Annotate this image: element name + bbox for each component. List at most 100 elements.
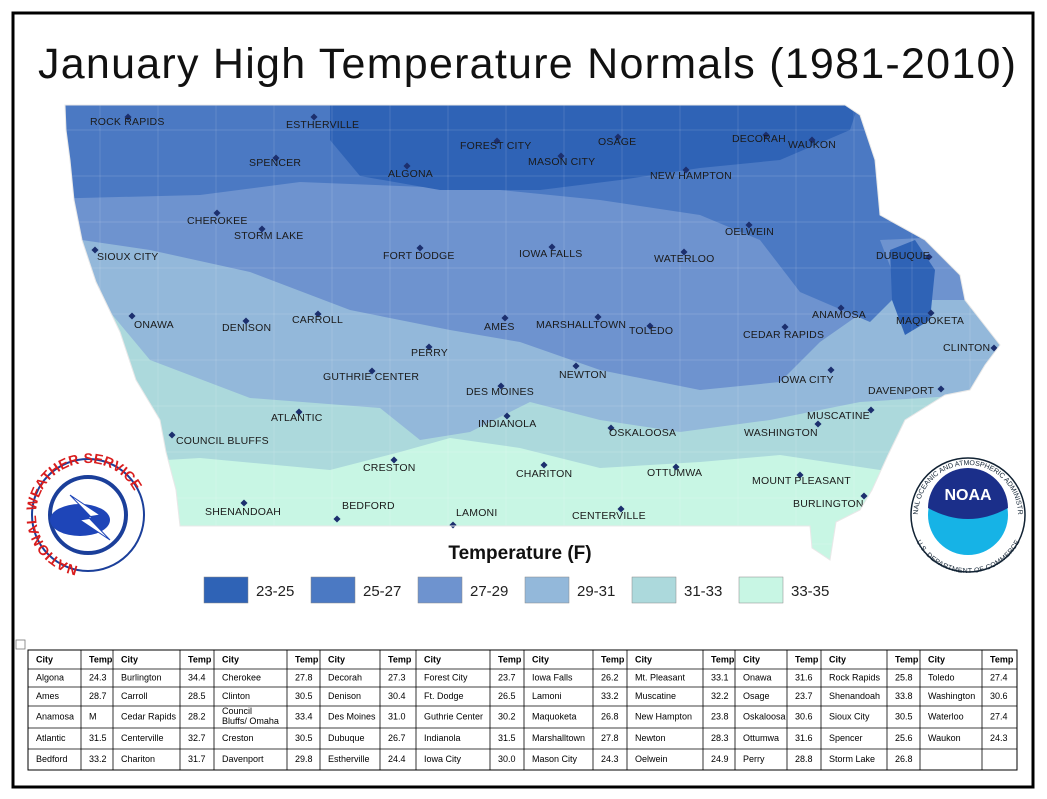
table-cell: Guthrie Center (424, 711, 483, 721)
table-cell: 24.4 (388, 754, 406, 764)
city-label: DAVENPORT (868, 385, 935, 397)
table-header: Temp (498, 654, 522, 664)
temp-zone (330, 105, 860, 190)
city-label: AMES (484, 321, 515, 333)
city-label: MUSCATINE (807, 410, 870, 422)
city-marker (242, 317, 250, 325)
table-header: City (928, 654, 945, 664)
city-marker (796, 471, 804, 479)
table-cell: Denison (328, 691, 361, 701)
city-marker (449, 521, 457, 529)
table-header: City (424, 654, 441, 664)
table-cell: 33.4 (295, 711, 313, 721)
city-label: WAUKON (788, 139, 836, 151)
city-marker (416, 244, 424, 252)
city-marker (808, 136, 816, 144)
city-marker (646, 322, 654, 330)
legend-swatch (631, 576, 677, 604)
table-cell: Mason City (532, 754, 578, 764)
table-cell: Osage (743, 691, 770, 701)
city-marker (680, 248, 688, 256)
table-cell-line: Bluffs/ Omaha (222, 716, 279, 726)
table-cell: Ottumwa (743, 733, 779, 743)
table-cell: 34.4 (188, 672, 206, 682)
city-marker (272, 154, 280, 162)
city-marker (503, 412, 511, 420)
city-marker (213, 209, 221, 217)
table-header: City (36, 654, 53, 664)
table-cell: 30.6 (795, 711, 813, 721)
legend-swatch (203, 576, 249, 604)
table-cell: 33.1 (711, 672, 729, 682)
table-header: Temp (601, 654, 625, 664)
city-label: CRESTON (363, 462, 416, 474)
table-cell: 24.9 (711, 754, 729, 764)
city-marker (827, 366, 835, 374)
table-cell: M (89, 711, 97, 721)
table-cell: 31.5 (89, 733, 107, 743)
table-cell: 31.6 (795, 733, 813, 743)
city-label: BEDFORD (342, 500, 395, 512)
table-cell: Storm Lake (829, 754, 875, 764)
table-cell: 29.8 (295, 754, 313, 764)
legend-label: 33-35 (791, 583, 829, 600)
table-cell: 33.2 (89, 754, 107, 764)
city-label: ONAWA (134, 319, 174, 331)
city-marker (557, 152, 565, 160)
table-cell: 24.3 (89, 672, 107, 682)
table-cell: 25.6 (895, 733, 913, 743)
table-cell: Iowa City (424, 754, 462, 764)
table-cell: Oelwein (635, 754, 668, 764)
city-label: SPENCER (249, 157, 301, 169)
legend-label: 31-33 (684, 583, 722, 600)
table-cell: 30.5 (295, 691, 313, 701)
table-cell: Indianola (424, 733, 461, 743)
city-marker (128, 312, 136, 320)
legend-swatch (738, 576, 784, 604)
table-cell: Cherokee (222, 672, 261, 682)
city-marker (501, 314, 509, 322)
city-marker (937, 385, 945, 393)
table: City Temp City Temp City Temp City Temp City Temp… (27, 649, 1018, 771)
city-marker (497, 382, 505, 390)
city-label: SIOUX CITY (97, 251, 159, 263)
city-marker (403, 162, 411, 170)
table-cell: 26.8 (895, 754, 913, 764)
city-marker (745, 221, 753, 229)
table-header: Temp (388, 654, 412, 664)
table-cell: Perry (743, 754, 765, 764)
table-cell: 23.8 (711, 711, 729, 721)
table-cell: 26.5 (498, 691, 516, 701)
city-marker (548, 243, 556, 251)
table-cell: Centerville (121, 733, 164, 743)
table-cell: 32.7 (188, 733, 206, 743)
city-marker (672, 463, 680, 471)
city-label: OSAGE (598, 136, 636, 148)
city-label: MOUNT PLEASANT (752, 475, 851, 487)
table-cell: Maquoketa (532, 711, 577, 721)
table-cell: Davenport (222, 754, 264, 764)
table-cell: New Hampton (635, 711, 692, 721)
legend-swatch (310, 576, 356, 604)
city-marker (860, 492, 868, 500)
table-cell: 26.2 (601, 672, 619, 682)
table-cell: Creston (222, 733, 254, 743)
temp-zone (65, 105, 1000, 390)
city-label: FORT DODGE (383, 250, 455, 262)
city-label: MASON CITY (528, 156, 595, 168)
table-cell: 27.4 (990, 711, 1008, 721)
city-marker (310, 113, 318, 121)
city-marker (124, 113, 132, 121)
city-label: CHARITON (516, 468, 572, 480)
legend-swatch (524, 576, 570, 604)
table-cell: 28.2 (188, 711, 206, 721)
table-handle (15, 639, 26, 650)
city-marker (540, 461, 548, 469)
city-marker (258, 225, 266, 233)
city-marker (295, 408, 303, 416)
city-label: CLINTON (943, 342, 990, 354)
legend-swatch (417, 576, 463, 604)
city-label: PERRY (411, 347, 448, 359)
table-header: City (743, 654, 760, 664)
